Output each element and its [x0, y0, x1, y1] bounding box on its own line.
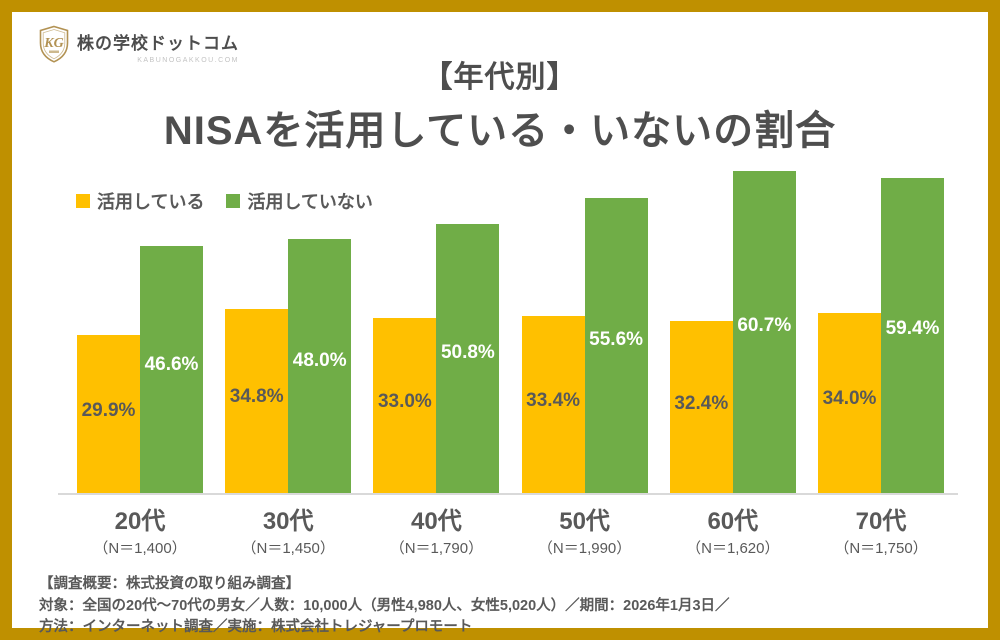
- category-label: 70代: [855, 508, 907, 535]
- axis-group: 70代 （N＝1,750）: [818, 501, 944, 558]
- title-mainline: NISAを活用している・いないの割合: [163, 109, 837, 153]
- sample-size-label: （N＝1,400）: [93, 540, 187, 557]
- bar-using: 34.0%: [818, 312, 881, 493]
- bar-value-label: 29.9%: [81, 399, 136, 421]
- bar-using: 33.0%: [373, 318, 437, 493]
- category-label: 40代: [411, 508, 462, 535]
- plot-area: 29.9% 46.6% 34.8% 48.0% 33.0% 50.8% 33.4% 55.6%…: [58, 132, 958, 495]
- legend-swatch-not-using: [226, 194, 241, 208]
- logo: KG 株の学校ドットコム KABUNOGAKKOU.COM: [38, 25, 239, 64]
- bar-using: 29.9%: [77, 334, 140, 493]
- bar-not-using: 48.0%: [288, 238, 352, 493]
- bar-using: 34.8%: [225, 308, 289, 493]
- category-label: 30代: [262, 508, 314, 535]
- footnote-line2: 対象：全国の20代〜70代の男女／人数：10,000人（男性4,980人、女性5…: [39, 597, 730, 614]
- bar-value-label: 46.6%: [144, 353, 199, 375]
- brand-domain: KABUNOGAKKOU.COM: [137, 57, 239, 64]
- axis-group: 30代 （N＝1,450）: [225, 501, 351, 558]
- bar-value-label: 50.8%: [440, 341, 495, 363]
- legend-item-using: 活用している: [76, 188, 204, 214]
- title-subline: 【年代別】: [422, 61, 578, 94]
- sample-size-label: （N＝1,750）: [834, 540, 928, 557]
- sample-size-label: （N＝1,450）: [241, 540, 335, 557]
- bar-value-label: 60.7%: [737, 314, 792, 336]
- shield-logo-icon: KG: [38, 25, 70, 63]
- bar-using: 33.4%: [521, 315, 585, 493]
- sample-size-label: （N＝1,790）: [389, 540, 484, 557]
- bar-value-label: 48.0%: [292, 349, 347, 371]
- legend-item-not-using: 活用していない: [226, 188, 373, 214]
- bar-value-label: 33.0%: [377, 391, 432, 413]
- bar-group: 33.0% 50.8%: [373, 132, 500, 493]
- chart-legend: 活用している 活用していない: [76, 188, 373, 214]
- bar-group: 29.9% 46.6%: [77, 132, 203, 493]
- category-label: 50代: [559, 508, 610, 535]
- bar-value-label: 34.8%: [229, 386, 284, 408]
- sample-size-label: （N＝1,620）: [686, 540, 780, 557]
- brand-name: 株の学校ドットコム: [77, 34, 239, 53]
- category-label: 60代: [707, 508, 759, 535]
- axis-group: 20代 （N＝1,400）: [77, 501, 203, 558]
- bar-group: 33.4% 55.6%: [521, 132, 648, 493]
- bar-not-using: 55.6%: [584, 198, 648, 493]
- bar-not-using: 59.4%: [881, 178, 944, 493]
- page-title: 【年代別】 NISAを活用している・いないの割合: [12, 52, 988, 156]
- bar-value-label: 55.6%: [589, 328, 644, 350]
- bar-using: 32.4%: [669, 321, 733, 493]
- bar-not-using: 50.8%: [436, 223, 500, 493]
- bar-value-label: 32.4%: [674, 392, 729, 414]
- x-axis-labels: 20代 （N＝1,400） 30代 （N＝1,450） 40代 （N＝1,790） 50代 （…: [58, 501, 958, 571]
- legend-label-not-using: 活用していない: [247, 192, 373, 212]
- bar-not-using: 46.6%: [140, 246, 203, 493]
- bar-value-label: 33.4%: [526, 389, 581, 411]
- bar-value-label: 34.0%: [822, 388, 877, 410]
- footnote-line1: 【調査概要：株式投資の取り組み調査】: [39, 576, 300, 592]
- bar-group: 34.8% 48.0%: [225, 132, 352, 493]
- bar-not-using: 60.7%: [732, 171, 796, 493]
- bar-value-label: 59.4%: [885, 318, 940, 340]
- bar-group: 32.4% 60.7%: [669, 132, 796, 493]
- survey-footnote: 【調査概要：株式投資の取り組み調査】 対象：全国の20代〜70代の男女／人数：1…: [39, 574, 730, 639]
- category-label: 20代: [114, 508, 166, 535]
- axis-group: 40代 （N＝1,790）: [373, 501, 499, 558]
- footnote-line3: 方法：インターネット調査／実施：株式会社トレジャープロモート: [39, 619, 473, 635]
- legend-swatch-using: [76, 194, 90, 208]
- svg-text:KG: KG: [43, 36, 63, 51]
- bar-group: 34.0% 59.4%: [818, 132, 944, 493]
- sample-size-label: （N＝1,990）: [537, 540, 632, 557]
- legend-label-using: 活用している: [97, 192, 205, 212]
- brand-text: 株の学校ドットコム KABUNOGAKKOU.COM: [77, 25, 239, 64]
- axis-group: 60代 （N＝1,620）: [670, 501, 796, 558]
- axis-group: 50代 （N＝1,990）: [522, 501, 648, 558]
